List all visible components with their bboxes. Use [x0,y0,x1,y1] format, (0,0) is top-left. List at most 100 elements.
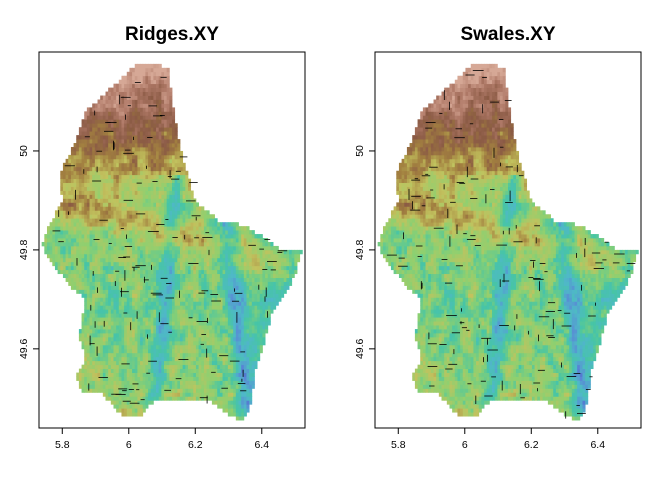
elevation-cell [243,305,247,310]
elevation-cell [110,119,114,124]
elevation-cell [219,238,223,243]
elevation-cell [177,146,181,152]
elevation-cell [108,87,112,92]
elevation-cell [68,162,72,168]
elevation-cell [132,392,136,397]
elevation-cell [121,245,125,251]
elevation-cell [134,261,138,267]
elevation-cell [108,301,112,306]
elevation-cell [137,404,141,409]
elevation-cell [126,404,130,409]
elevation-cell [86,313,90,318]
elevation-cell [257,249,261,255]
elevation-cell [206,241,210,247]
elevation-cell [62,214,66,219]
elevation-cell [118,241,122,247]
elevation-cell [179,348,184,354]
elevation-cell [86,321,90,326]
elevation-cell [203,348,207,354]
elevation-cell [113,241,117,247]
elevation-cell [86,174,90,180]
elevation-cell [209,301,213,306]
elevation-cell [251,348,255,354]
elevation-cell [172,364,176,370]
elevation-cell [134,392,138,397]
elevation-cell [129,412,133,417]
elevation-cell [177,368,181,373]
elevation-cell [230,238,234,243]
elevation-cell [70,170,74,176]
elevation-cell [281,289,285,294]
elevation-cell [227,400,231,405]
elevation-cell [267,297,271,302]
elevation-cell [86,253,90,259]
elevation-cell [108,174,112,180]
elevation-cell [150,348,154,354]
elevation-cell [86,325,90,330]
elevation-cell [84,376,88,381]
elevation-cell [89,202,93,207]
elevation-cell [249,238,253,243]
elevation-cell [201,241,205,247]
elevation-cell [145,368,149,373]
elevation-cell [177,281,181,286]
elevation-cell [156,340,160,346]
elevation-cell [121,91,125,96]
elevation-cell [169,146,173,152]
elevation-cell [100,344,104,350]
elevation-cell [169,293,173,298]
elevation-cell [97,143,101,148]
elevation-cell [145,253,149,259]
elevation-cell [182,186,186,191]
elevation-cell [102,273,106,278]
elevation-cell [257,289,261,294]
elevation-cell [169,238,173,243]
elevation-cell [54,238,59,243]
elevation-cell [195,372,199,377]
elevation-cell [211,238,215,243]
elevation-cell [227,404,231,409]
elevation-cell [185,309,189,314]
elevation-cell [86,194,90,199]
elevation-cell [265,261,269,267]
elevation-cell [249,230,253,235]
elevation-cell [137,380,141,385]
elevation-cell [257,234,261,239]
elevation-cell [172,325,176,330]
elevation-cell [84,289,88,294]
elevation-cell [142,301,146,306]
elevation-cell [113,218,117,223]
elevation-cell [94,226,98,231]
elevation-cell [142,190,146,195]
elevation-cell [187,376,192,381]
elevation-cell [105,139,109,144]
elevation-cell [129,123,133,128]
elevation-cell [150,87,154,92]
elevation-cell [166,384,170,389]
elevation-cell [169,127,173,132]
elevation-cell [134,340,138,346]
elevation-cell [145,222,149,227]
elevation-cell [142,63,146,69]
elevation-cell [113,325,117,330]
elevation-cell [153,190,157,195]
elevation-cell [198,333,202,338]
elevation-cell [172,111,176,116]
elevation-cell [161,127,165,132]
elevation-cell [81,210,85,215]
elevation-cell [108,269,112,275]
elevation-cell [278,289,282,294]
elevation-cell [86,356,90,362]
elevation-cell [153,186,157,191]
elevation-cell [166,293,170,298]
elevation-cell [126,202,130,207]
elevation-cell [84,340,88,346]
elevation-cell [158,376,162,381]
elevation-cell [126,348,130,354]
elevation-cell [206,293,210,298]
elevation-cell [227,329,231,334]
elevation-cell [246,344,250,350]
elevation-cell [158,396,162,401]
elevation-cell [206,301,210,306]
elevation-cell [166,218,170,223]
